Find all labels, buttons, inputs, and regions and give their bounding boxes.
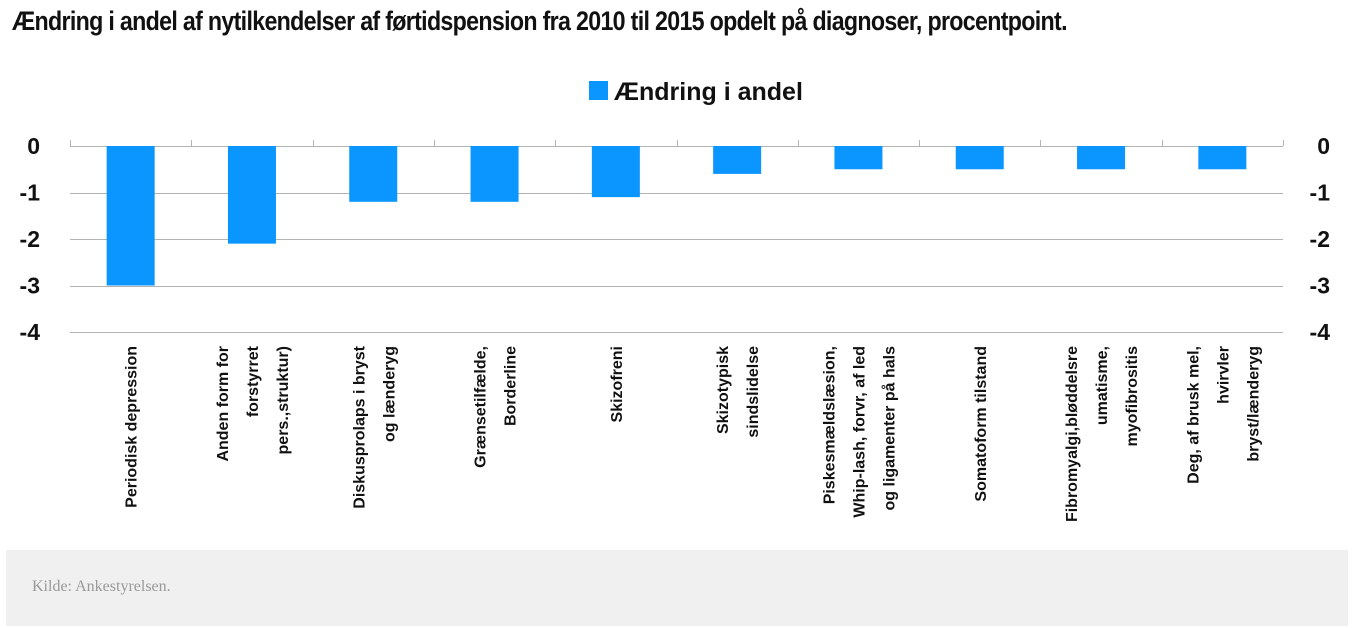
category-label: Diskusprolaps i bryst (351, 345, 368, 508)
bar (713, 146, 762, 174)
category-label: umatisme, (1094, 346, 1111, 425)
category-label: Borderline (503, 346, 520, 426)
y-tick-label-right: -4 (1310, 319, 1331, 345)
source-text: Kilde: Ankestyrelsen. (32, 578, 171, 595)
category-label: forstyrret (245, 345, 262, 417)
category-label: Fibromyalgi,bløddelsre (1064, 346, 1081, 522)
category-label: hvirvler (1215, 346, 1232, 404)
y-tick-label: -4 (20, 319, 41, 345)
y-tick-label: -3 (20, 273, 40, 299)
y-tick-label-right: -1 (1310, 180, 1331, 206)
y-tick-label-right: -3 (1310, 273, 1330, 299)
bar (470, 146, 519, 202)
legend-swatch (589, 81, 608, 100)
bar (834, 146, 883, 170)
category-label: Anden form for (215, 346, 232, 462)
category-label: sindslidelse (745, 346, 762, 438)
bar (591, 146, 640, 198)
category-label: Skizofreni (609, 346, 626, 422)
bar (227, 146, 276, 244)
category-label: Whip-lash, forvr, af led (851, 346, 868, 518)
y-tick-label: -1 (20, 180, 41, 206)
category-label: Skizotypisk (715, 346, 732, 434)
bar (349, 146, 398, 202)
bar (1198, 146, 1247, 170)
legend-label: Ændring i andel (614, 78, 803, 106)
bar (1077, 146, 1126, 170)
bar (955, 146, 1004, 170)
bar-chart: 0 -1 -2 -3 -4 0 -1 -2 -3 -4 Periodisk depression… (20, 78, 1331, 522)
bar (106, 146, 155, 286)
category-label: Periodisk depression (124, 346, 141, 508)
y-tick-label: 0 (27, 133, 40, 159)
y-axis-right: 0 -1 -2 -3 -4 (1310, 133, 1331, 345)
chart-title: Ændring i andel af nytilkendelser af før… (12, 6, 1068, 36)
y-tick-label-right: -2 (1310, 226, 1330, 252)
category-label: Grænsetilfælde, (473, 346, 490, 468)
y-tick-label: -2 (20, 226, 40, 252)
y-axis-left: 0 -1 -2 -3 -4 (20, 133, 41, 345)
category-label: Deg, af brusk mel, (1185, 346, 1202, 484)
category-label: Somatoform tilstand (973, 346, 990, 502)
bars (106, 146, 1247, 286)
category-label: pers.,struktur) (275, 346, 292, 454)
y-tick-label-right: 0 (1317, 133, 1330, 159)
x-axis-categories: Periodisk depression Anden form for forsty… (124, 345, 1263, 522)
source-footer: Kilde: Ankestyrelsen. (6, 550, 1348, 626)
category-label: og ligamenter på hals (880, 346, 898, 511)
category-label: og lænderyg (381, 346, 398, 442)
category-label: bryst/lænderyg (1245, 346, 1262, 462)
legend: Ændring i andel (589, 78, 803, 106)
category-label: Piskesmældslæsion, (821, 346, 838, 504)
category-label: myofibrositis (1124, 346, 1141, 447)
